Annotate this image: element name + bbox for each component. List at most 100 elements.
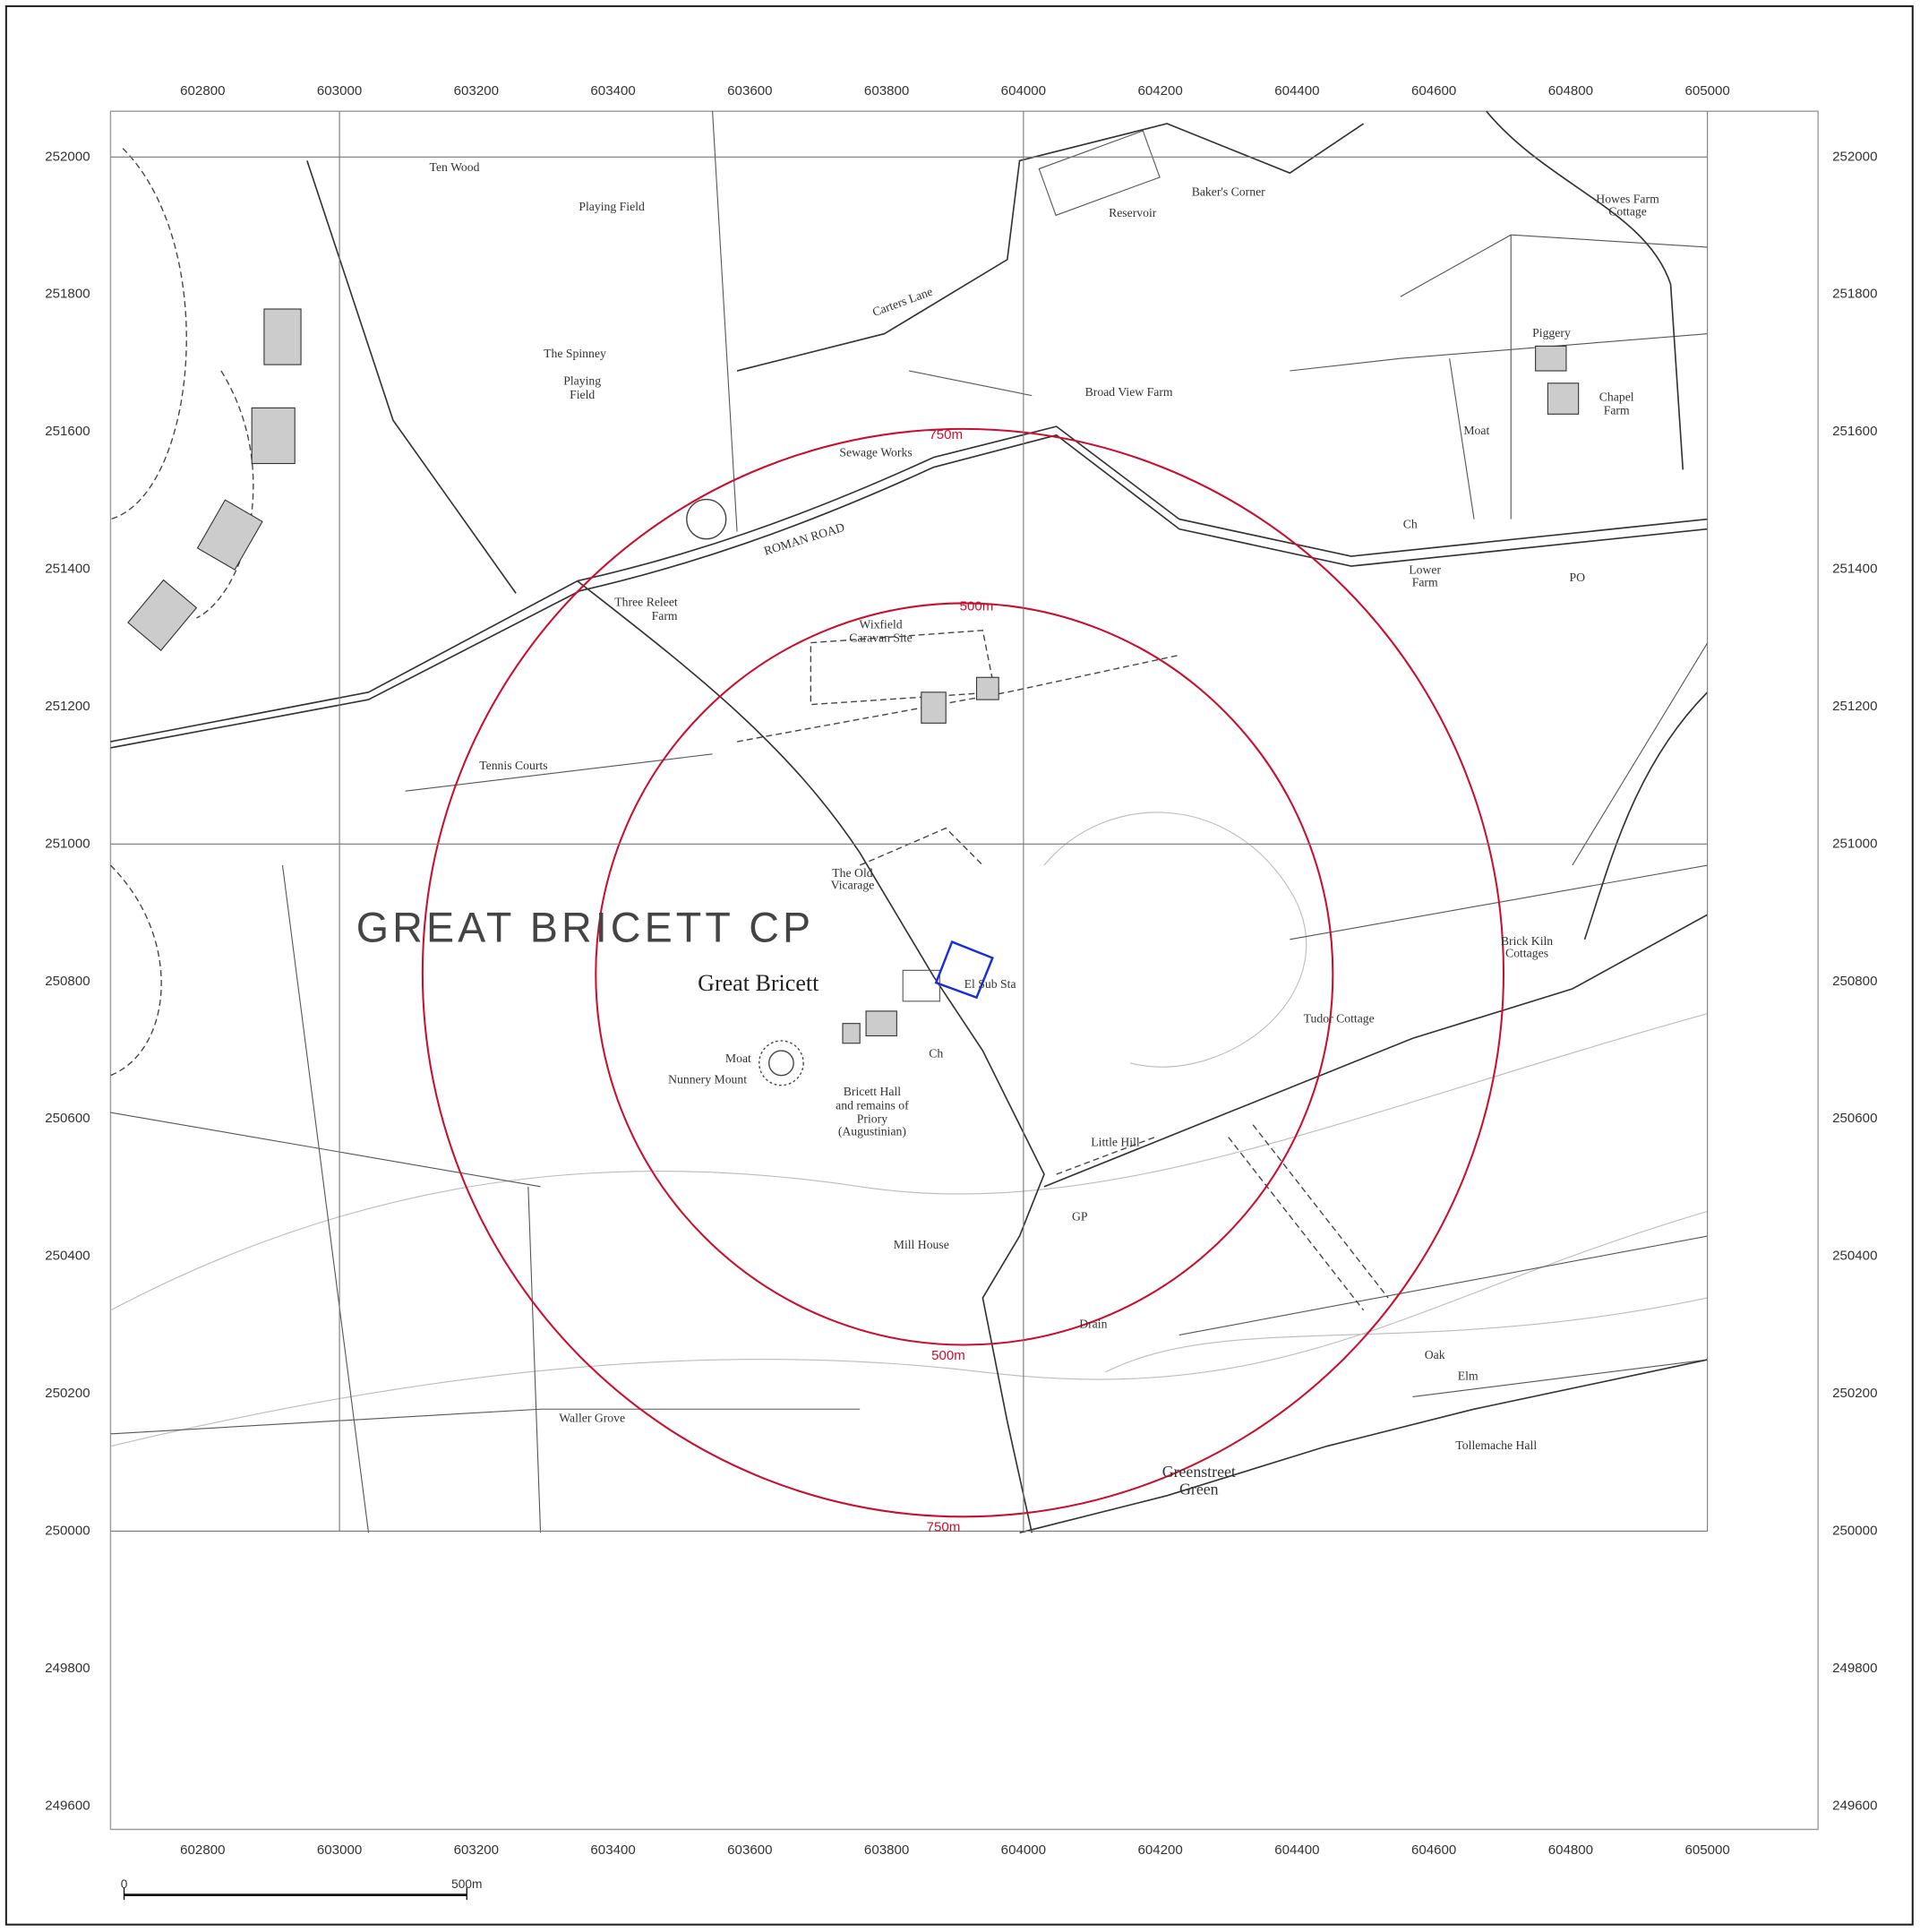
place-label: Moat <box>725 1052 751 1065</box>
northing-label: 249600 <box>45 1798 90 1813</box>
place-label: Wixfield <box>859 617 902 631</box>
place-label: Little Hill <box>1091 1136 1140 1149</box>
easting-label: 604000 <box>1001 83 1046 99</box>
northing-label: 251200 <box>45 699 90 714</box>
place-label: Playing Field <box>579 200 645 213</box>
place-label: Farm <box>1604 404 1630 417</box>
easting-label: 604800 <box>1548 1842 1593 1858</box>
northing-label: 250200 <box>45 1386 90 1401</box>
place-label: Nunnery Mount <box>668 1072 747 1086</box>
northing-label: 249600 <box>1832 1798 1877 1813</box>
place-label: Priory <box>857 1112 887 1125</box>
place-label: El Sub Sta <box>964 977 1016 991</box>
site-boundary <box>934 940 994 1000</box>
place-label: Cottage <box>1608 204 1647 218</box>
place-label: Waller Grove <box>559 1411 625 1424</box>
place-label: Oak <box>1425 1348 1445 1361</box>
northing-label: 251800 <box>1832 287 1877 302</box>
northing-label: 251600 <box>45 424 90 439</box>
buffer-label: 500m <box>960 599 994 614</box>
northing-label: 250600 <box>45 1111 90 1126</box>
easting-label: 603200 <box>454 1842 499 1858</box>
place-label: The Old <box>832 866 872 880</box>
place-label: and remains of <box>836 1098 909 1112</box>
easting-label: 603600 <box>727 1842 772 1858</box>
place-label: PO <box>1570 571 1586 584</box>
place-label: Farm <box>652 609 678 623</box>
place-label: Green <box>1179 1480 1219 1498</box>
place-label: Lower <box>1409 563 1441 577</box>
place-label: Elm <box>1458 1369 1479 1382</box>
northing-label: 251200 <box>1832 699 1877 714</box>
place-label: Baker's Corner <box>1192 185 1265 198</box>
place-label: Farm <box>1412 576 1438 589</box>
parish-name: GREAT BRICETT CP <box>356 904 814 950</box>
buffer-750m <box>421 427 1505 1518</box>
place-label: Sewage Works <box>839 446 912 459</box>
place-label: Cottages <box>1505 947 1548 960</box>
place-label: Vicarage <box>831 879 875 892</box>
northing-label: 251400 <box>1832 561 1877 576</box>
northing-label: 250800 <box>45 974 90 989</box>
northing-label: 251000 <box>45 836 90 851</box>
buffer-500m <box>595 602 1334 1346</box>
place-label: Brick Kiln <box>1501 934 1553 948</box>
northing-label: 250000 <box>45 1523 90 1538</box>
easting-label: 602800 <box>180 83 225 99</box>
northing-label: 251800 <box>45 287 90 302</box>
place-label: Mill House <box>894 1238 949 1251</box>
place-label: Tollemache Hall <box>1455 1438 1537 1452</box>
place-label: Howes Farm <box>1596 193 1659 206</box>
easting-label: 604000 <box>1001 1842 1046 1858</box>
scale-end: 500m <box>451 1877 482 1891</box>
northing-label: 251000 <box>1832 836 1877 851</box>
northing-label: 250800 <box>1832 974 1877 989</box>
easting-label: 605000 <box>1684 83 1729 99</box>
easting-label: 603800 <box>864 83 909 99</box>
easting-label: 604800 <box>1548 83 1593 99</box>
place-label: Chapel <box>1599 391 1634 404</box>
scale-start: 0 <box>121 1877 128 1891</box>
easting-label: 603000 <box>317 1842 362 1858</box>
easting-label: 603400 <box>590 1842 635 1858</box>
place-label: Tudor Cottage <box>1304 1012 1375 1026</box>
easting-label: 605000 <box>1684 1842 1729 1858</box>
easting-label: 602800 <box>180 1842 225 1858</box>
easting-label: 604400 <box>1274 1842 1319 1858</box>
easting-label: 603000 <box>317 83 362 99</box>
place-label: Reservoir <box>1109 206 1157 219</box>
place-label: GP <box>1072 1209 1088 1223</box>
easting-label: 603400 <box>590 83 635 99</box>
place-label: The Spinney <box>544 347 606 360</box>
northing-label: 249800 <box>1832 1661 1877 1676</box>
northing-label: 251400 <box>45 561 90 576</box>
buffer-label: 500m <box>931 1348 965 1363</box>
buffer-label: 750m <box>927 1520 961 1535</box>
place-label: Ten Wood <box>430 160 480 174</box>
northing-label: 249800 <box>45 1661 90 1676</box>
easting-label: 604600 <box>1411 83 1456 99</box>
map-frame <box>109 110 1819 1831</box>
place-label: (Augustinian) <box>838 1124 906 1138</box>
northing-label: 252000 <box>1832 149 1877 164</box>
village-name: Great Bricett <box>698 970 819 996</box>
northing-label: 250200 <box>1832 1386 1877 1401</box>
place-label: Moat <box>1463 424 1489 437</box>
place-label: Ch <box>929 1046 943 1060</box>
northing-label: 250000 <box>1832 1523 1877 1538</box>
sheet-border <box>4 4 1914 1926</box>
place-label: Greenstreet <box>1162 1463 1236 1481</box>
easting-label: 603800 <box>864 1842 909 1858</box>
place-label: Bricett Hall <box>844 1085 902 1098</box>
place-label: Tennis Courts <box>479 759 547 772</box>
easting-label: 604200 <box>1137 1842 1182 1858</box>
northing-label: 250400 <box>45 1249 90 1264</box>
basemap <box>109 110 1709 1534</box>
easting-label: 604600 <box>1411 1842 1456 1858</box>
easting-label: 603600 <box>727 83 772 99</box>
northing-label: 250400 <box>1832 1249 1877 1264</box>
place-label: Caravan Site <box>849 631 912 645</box>
place-label: Drain <box>1079 1318 1107 1331</box>
